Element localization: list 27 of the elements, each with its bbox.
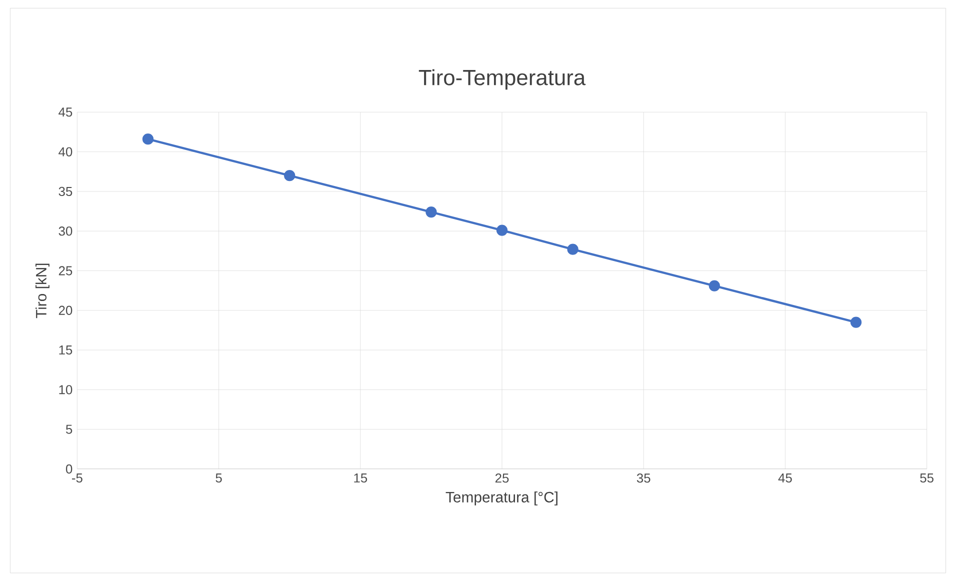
y-tick-label: 5: [66, 424, 72, 434]
y-tick-label: 10: [59, 385, 72, 394]
point: [708, 280, 720, 292]
y-tick-label: 0: [66, 464, 72, 474]
point: [850, 316, 862, 328]
x-tick-label: 35: [636, 473, 650, 483]
y-axis-title: Tiro [kN]: [36, 264, 50, 318]
y-tick-label: 40: [58, 147, 72, 156]
point: [284, 170, 296, 182]
x-tick-label: 15: [354, 473, 368, 482]
point: [567, 244, 578, 255]
y-tick-label: 45: [58, 108, 72, 117]
x-tick-label: 45: [778, 473, 792, 482]
chart-title: Tiro-Temperatura: [418, 69, 586, 90]
x-tick-label: 5: [216, 473, 222, 482]
point: [142, 133, 154, 145]
x-axis-title: Temperatura [°C]: [446, 491, 558, 506]
y-tick-label: 20: [58, 306, 72, 315]
point: [496, 224, 508, 236]
point: [426, 206, 437, 218]
x-tick-label: 55: [920, 473, 934, 482]
y-tick-label: 30: [58, 226, 72, 236]
y-tick-label: 35: [58, 186, 72, 196]
y-tick-label: 15: [59, 345, 72, 354]
y-tick-label: 25: [58, 266, 72, 276]
x-tick-label: 25: [495, 473, 509, 483]
x-tick-label: -5: [72, 473, 82, 482]
